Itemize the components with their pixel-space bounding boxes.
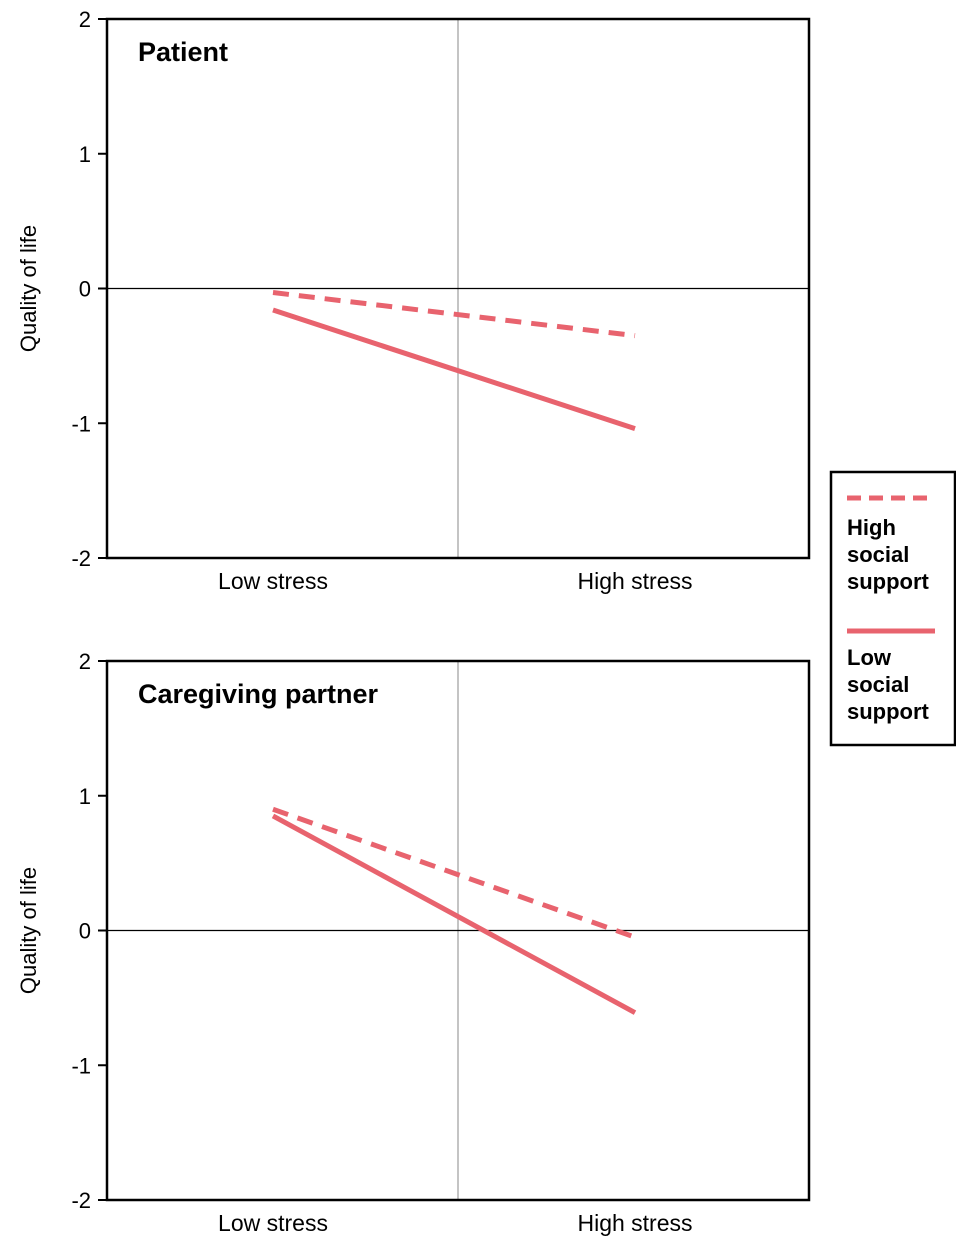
y-axis-title: Quality of life <box>16 867 41 994</box>
x-category-label: High stress <box>577 568 692 594</box>
x-category-label: High stress <box>577 1210 692 1236</box>
panel-title: Caregiving partner <box>138 679 379 709</box>
y-tick-label: 0 <box>79 277 91 302</box>
legend-label: social <box>847 542 909 567</box>
high-social-support-line <box>272 290 636 339</box>
y-tick-label: 1 <box>79 142 91 167</box>
y-tick-label: 2 <box>79 7 91 32</box>
panel-title: Patient <box>138 37 228 67</box>
legend-label: Low <box>847 645 892 670</box>
y-tick-label: -1 <box>71 411 91 436</box>
x-category-label: Low stress <box>218 1210 328 1236</box>
patient-panel: 2 1 0 -1 -2 Quality of life Patient Low stress H… <box>16 7 811 594</box>
low-social-support-line <box>271 813 637 1015</box>
y-tick-label: 1 <box>79 784 91 809</box>
legend-label: support <box>847 699 930 724</box>
low-social-support-line <box>272 307 636 432</box>
y-tick-label: 0 <box>79 919 91 944</box>
y-tick-label: -2 <box>71 546 91 571</box>
legend-box <box>829 470 956 747</box>
y-tick-label: -2 <box>71 1188 91 1213</box>
legend-label: social <box>847 672 909 697</box>
y-axis-title: Quality of life <box>16 225 41 352</box>
y-tick-label: 2 <box>79 649 91 674</box>
high-social-support-line <box>272 806 636 940</box>
caregiving-partner-panel: 2 1 0 -1 -2 Quality of life Caregiving partner… <box>16 649 811 1236</box>
legend-label: High <box>847 515 896 540</box>
x-category-label: Low stress <box>218 568 328 594</box>
y-tick-label: -1 <box>71 1053 91 1078</box>
legend-label: support <box>847 569 930 594</box>
